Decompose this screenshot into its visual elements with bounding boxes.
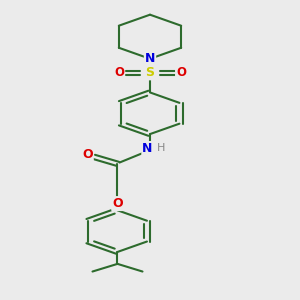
Text: O: O xyxy=(114,66,124,80)
Text: S: S xyxy=(146,66,154,80)
Text: O: O xyxy=(112,197,123,210)
Text: O: O xyxy=(82,148,93,161)
Text: N: N xyxy=(142,142,153,155)
Text: N: N xyxy=(145,52,155,65)
Text: H: H xyxy=(157,143,165,154)
Text: O: O xyxy=(176,66,186,80)
